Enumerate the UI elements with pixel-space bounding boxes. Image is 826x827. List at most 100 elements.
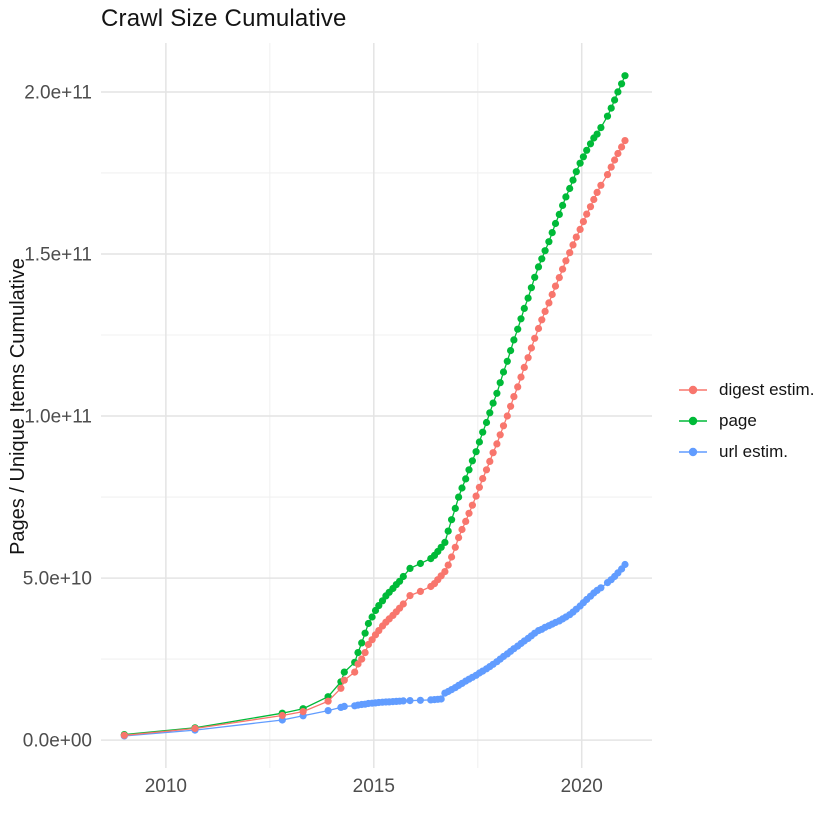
data-point-page xyxy=(368,613,376,621)
data-point-digest-estim xyxy=(448,553,456,561)
series-url-estim xyxy=(120,560,629,740)
data-point-page xyxy=(503,357,511,365)
data-point-page xyxy=(524,294,532,302)
x-tick-label: 2015 xyxy=(353,776,395,797)
data-point-page xyxy=(416,559,424,568)
data-point-page xyxy=(354,649,362,657)
data-point-digest-estim xyxy=(444,561,452,569)
data-point-digest-estim xyxy=(361,649,369,657)
data-point-url-estim xyxy=(416,696,424,704)
data-point-page xyxy=(583,146,591,154)
data-point-page xyxy=(510,336,518,344)
data-point-page xyxy=(479,428,487,436)
data-point-digest-estim xyxy=(583,210,591,218)
data-point-page xyxy=(572,168,580,176)
data-point-page xyxy=(482,418,491,427)
data-point-digest-estim xyxy=(569,241,577,249)
data-point-page xyxy=(472,448,480,456)
data-point-page xyxy=(531,273,539,281)
data-point-digest-estim xyxy=(520,363,528,371)
data-point-digest-estim xyxy=(559,265,567,273)
data-point-url-estim xyxy=(597,584,605,592)
data-point-page xyxy=(527,284,536,292)
data-point-page xyxy=(455,493,463,501)
series-page xyxy=(120,72,629,739)
data-point-page xyxy=(555,210,563,218)
data-point-digest-estim xyxy=(399,600,407,608)
data-point-page xyxy=(496,379,504,387)
data-point-page xyxy=(603,112,612,120)
data-point-url-estim xyxy=(324,707,332,715)
data-point-url-estim xyxy=(406,697,414,705)
data-point-digest-estim xyxy=(524,354,532,362)
data-point-page xyxy=(611,96,619,104)
data-point-digest-estim xyxy=(576,225,584,233)
legend-marker-digest-estim-icon xyxy=(679,385,707,394)
y-tick-label: 5.0e+10 xyxy=(23,569,92,590)
data-point-digest-estim xyxy=(579,218,588,226)
data-point-digest-estim xyxy=(299,708,307,716)
data-point-digest-estim xyxy=(493,440,501,448)
data-point-url-estim xyxy=(621,560,629,569)
data-point-digest-estim xyxy=(472,492,480,500)
data-point-digest-estim xyxy=(462,517,470,526)
data-point-page xyxy=(358,639,366,647)
data-point-digest-estim xyxy=(475,483,483,491)
x-tick-label: 2010 xyxy=(145,776,187,797)
data-point-page xyxy=(541,247,549,255)
data-point-page xyxy=(597,124,605,132)
data-point-digest-estim xyxy=(503,412,511,420)
y-tick-label: 0.0e+00 xyxy=(23,731,92,752)
y-tick-label: 1.5e+11 xyxy=(24,244,92,265)
data-point-page xyxy=(569,176,577,184)
legend-marker-page-icon xyxy=(679,416,707,425)
data-point-page xyxy=(462,475,470,483)
data-point-page xyxy=(493,389,501,397)
data-point-page xyxy=(562,193,570,201)
data-point-page xyxy=(579,153,588,161)
data-point-digest-estim xyxy=(603,171,612,179)
data-point-page xyxy=(468,457,476,465)
y-tick-label: 1.0e+11 xyxy=(24,407,92,428)
legend-item-label: digest estim. xyxy=(719,379,815,399)
data-point-page xyxy=(614,88,622,96)
data-point-url-estim xyxy=(340,702,348,711)
data-point-page xyxy=(406,564,414,573)
data-point-page xyxy=(507,347,515,355)
data-point-digest-estim xyxy=(510,393,518,401)
data-point-digest-estim xyxy=(534,324,543,333)
data-point-digest-estim xyxy=(468,501,476,509)
data-point-page xyxy=(520,304,528,312)
y-axis-title: Pages / Unique Items Cumulative xyxy=(6,258,29,555)
y-axis-labels: 0.0e+00 5.0e+10 1.0e+11 1.5e+11 2.0e+11 xyxy=(23,82,92,751)
legend-item-page: page xyxy=(676,405,814,436)
data-point-page xyxy=(618,80,626,88)
data-point-page xyxy=(458,484,466,492)
data-point-digest-estim xyxy=(562,257,570,265)
legend-item-digest-estim: digest estim. xyxy=(676,374,814,405)
data-point-page xyxy=(441,538,449,547)
data-point-digest-estim xyxy=(486,457,494,465)
data-point-digest-estim xyxy=(358,655,366,663)
data-point-url-estim xyxy=(399,697,407,705)
data-point-digest-estim xyxy=(507,402,515,410)
data-point-digest-estim xyxy=(541,307,549,315)
data-point-digest-estim xyxy=(120,731,128,739)
legend-item-label: page xyxy=(719,410,757,430)
data-point-page xyxy=(538,255,546,263)
data-point-page xyxy=(448,516,456,524)
data-point-page xyxy=(566,184,574,193)
data-point-digest-estim xyxy=(351,668,359,676)
data-point-page xyxy=(340,668,348,676)
data-point-digest-estim xyxy=(482,466,491,474)
legend-marker-url-estim-icon xyxy=(679,447,707,456)
data-point-page xyxy=(576,159,584,167)
data-point-url-estim xyxy=(437,695,445,703)
data-point-page xyxy=(361,629,369,637)
data-point-digest-estim xyxy=(531,334,539,342)
data-point-digest-estim xyxy=(590,195,598,204)
data-point-digest-estim xyxy=(489,449,497,457)
data-point-page xyxy=(486,409,494,417)
